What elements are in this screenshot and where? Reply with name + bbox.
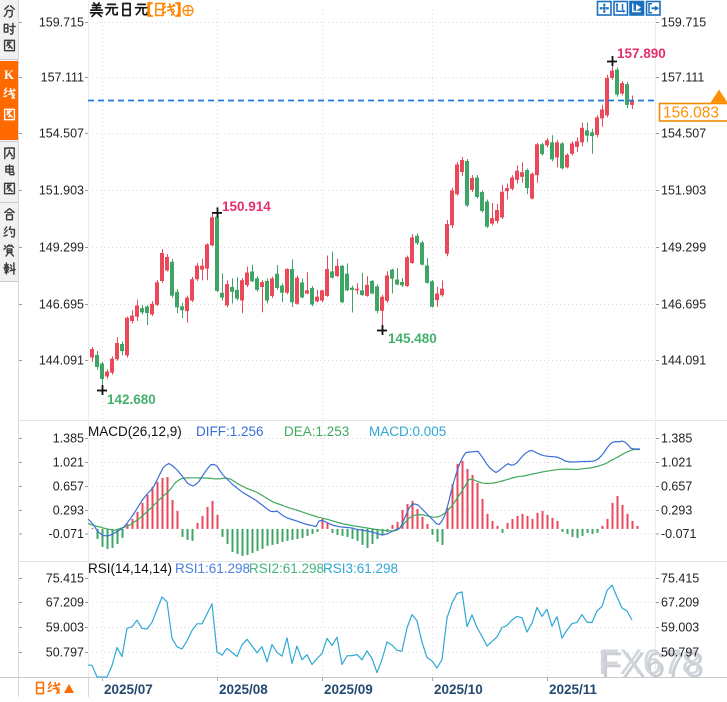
svg-text:2025/08: 2025/08 <box>219 682 268 697</box>
svg-text:59.003: 59.003 <box>46 621 84 635</box>
svg-text:149.299: 149.299 <box>661 241 706 255</box>
svg-text:157.111: 157.111 <box>661 71 704 85</box>
svg-text:-0.071: -0.071 <box>49 527 84 541</box>
svg-text:156.083: 156.083 <box>663 105 719 122</box>
svg-text:75.415: 75.415 <box>46 572 84 586</box>
svg-text:151.903: 151.903 <box>661 184 706 198</box>
svg-text:0.657: 0.657 <box>53 480 84 494</box>
svg-text:1.021: 1.021 <box>53 456 84 470</box>
svg-text:150.914: 150.914 <box>222 199 271 214</box>
svg-text:159.715: 159.715 <box>39 16 84 30</box>
svg-text:-0.071: -0.071 <box>661 527 696 541</box>
svg-text:146.695: 146.695 <box>39 298 84 312</box>
svg-text:67.209: 67.209 <box>46 596 84 610</box>
svg-text:DIFF:1.256: DIFF:1.256 <box>196 424 264 439</box>
svg-text:154.507: 154.507 <box>661 127 706 141</box>
svg-text:157.111: 157.111 <box>41 71 84 85</box>
svg-text:1.385: 1.385 <box>661 432 692 446</box>
svg-text:50.797: 50.797 <box>661 646 699 660</box>
svg-text:1.385: 1.385 <box>53 432 84 446</box>
svg-text:157.890: 157.890 <box>617 46 666 61</box>
svg-text:MACD(26,12,9): MACD(26,12,9) <box>88 424 182 439</box>
svg-text:DEA:1.253: DEA:1.253 <box>284 424 349 439</box>
svg-text:67.209: 67.209 <box>661 596 699 610</box>
svg-text:RSI(14,14,14): RSI(14,14,14) <box>88 561 172 576</box>
svg-text:2025/07: 2025/07 <box>104 682 153 697</box>
svg-text:RSI1:61.298: RSI1:61.298 <box>175 561 250 576</box>
svg-text:0.293: 0.293 <box>661 504 692 518</box>
svg-text:146.695: 146.695 <box>661 298 706 312</box>
svg-text:144.091: 144.091 <box>39 354 84 368</box>
svg-text:RSI3:61.298: RSI3:61.298 <box>323 561 398 576</box>
svg-text:50.797: 50.797 <box>46 646 84 660</box>
svg-text:1.021: 1.021 <box>661 456 692 470</box>
svg-text:0.293: 0.293 <box>53 504 84 518</box>
svg-text:59.003: 59.003 <box>661 621 699 635</box>
svg-text:75.415: 75.415 <box>661 572 699 586</box>
svg-text:0.657: 0.657 <box>661 480 692 494</box>
svg-text:151.903: 151.903 <box>39 184 84 198</box>
svg-text:2025/09: 2025/09 <box>324 682 373 697</box>
svg-text:MACD:0.005: MACD:0.005 <box>369 424 446 439</box>
svg-text:142.680: 142.680 <box>107 392 156 407</box>
svg-text:RSI2:61.298: RSI2:61.298 <box>249 561 324 576</box>
svg-text:144.091: 144.091 <box>661 354 706 368</box>
svg-text:154.507: 154.507 <box>39 127 84 141</box>
svg-text:K: K <box>4 67 15 82</box>
svg-text:2025/11: 2025/11 <box>549 682 598 697</box>
svg-text:159.715: 159.715 <box>661 16 706 30</box>
svg-text:145.480: 145.480 <box>388 331 437 346</box>
svg-text:149.299: 149.299 <box>39 241 84 255</box>
svg-text:2025/10: 2025/10 <box>434 682 483 697</box>
